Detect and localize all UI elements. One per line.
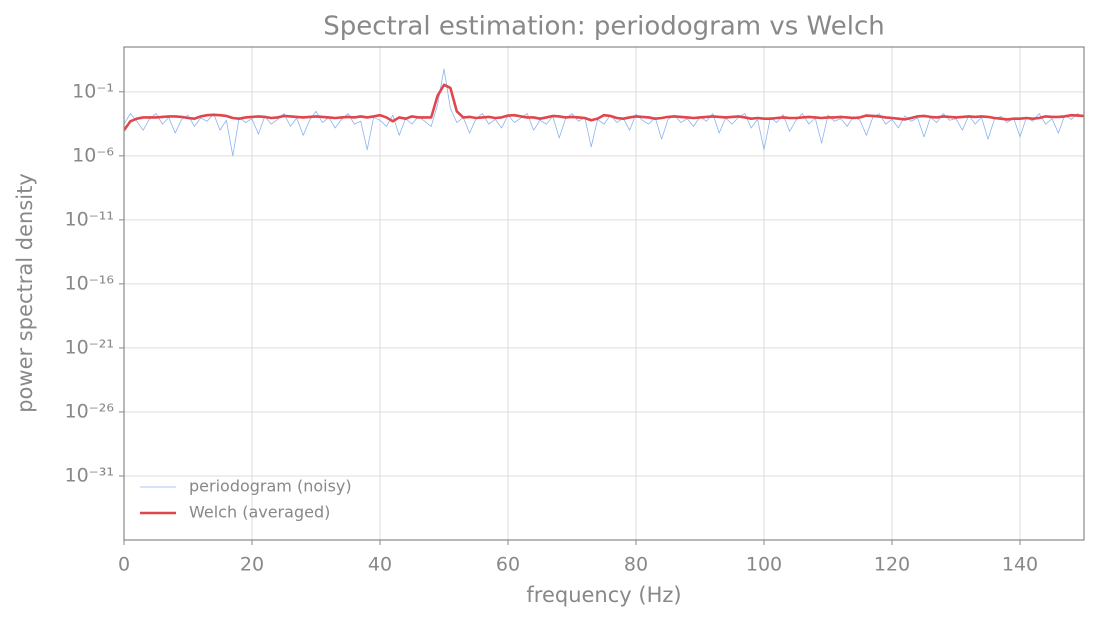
- legend-label: Welch (averaged): [189, 503, 330, 522]
- x-tick-label: 140: [1002, 554, 1038, 576]
- x-tick-label: 100: [746, 554, 782, 576]
- x-tick-label: 20: [240, 554, 264, 576]
- x-axis-label: frequency (Hz): [526, 583, 681, 607]
- x-tick-label: 60: [496, 554, 520, 576]
- series-line: [124, 83, 1084, 131]
- y-tick-label: 10⁻¹⁶: [65, 272, 114, 294]
- x-tick-label: 0: [118, 554, 130, 576]
- y-tick-label: 10⁻¹¹: [65, 208, 114, 230]
- y-tick-label: 10⁻³¹: [65, 464, 114, 486]
- x-tick-label: 40: [368, 554, 392, 576]
- x-tick-label: 80: [624, 554, 648, 576]
- plot-frame: [123, 46, 1085, 541]
- y-tick-label: 10⁻¹: [72, 80, 114, 102]
- y-tick-label: 10⁻⁶: [72, 144, 114, 166]
- y-tick-label: 10⁻²⁶: [65, 400, 114, 422]
- x-tick-label: 120: [874, 554, 910, 576]
- chart-title: Spectral estimation: periodogram vs Welc…: [323, 12, 884, 42]
- y-tick-label: 10⁻²¹: [65, 336, 114, 358]
- y-axis-label: power spectral density: [13, 173, 37, 413]
- legend-label: periodogram (noisy): [189, 477, 352, 496]
- series-line: [124, 68, 1084, 157]
